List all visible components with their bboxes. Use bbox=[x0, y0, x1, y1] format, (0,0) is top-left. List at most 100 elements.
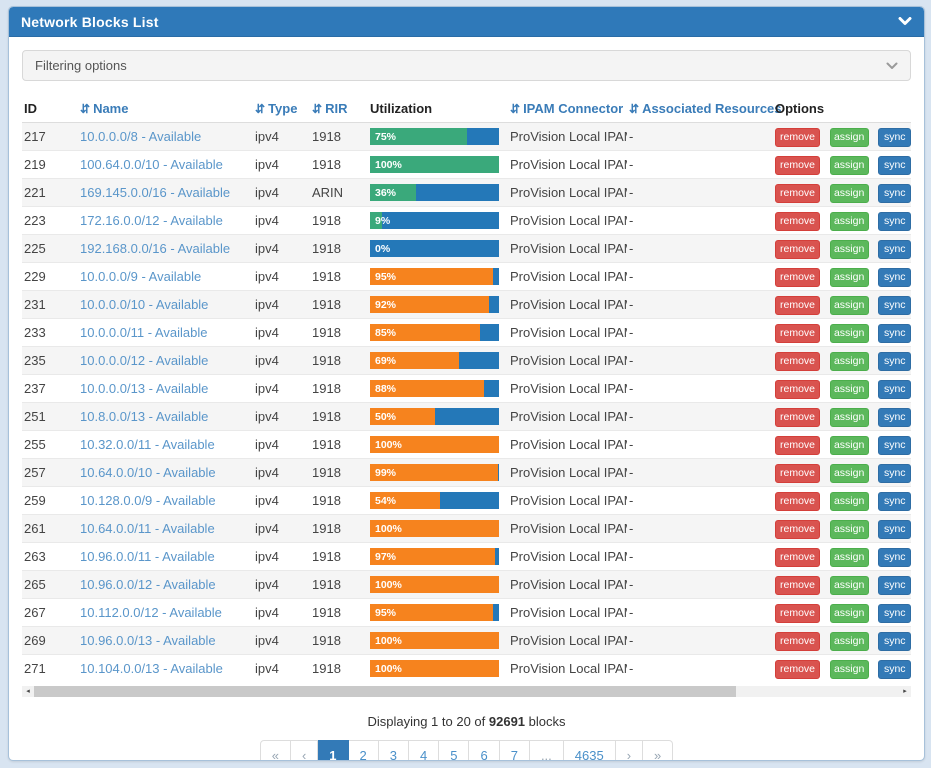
remove-button[interactable]: remove bbox=[775, 183, 820, 203]
filtering-options-toggle[interactable]: Filtering options bbox=[22, 50, 911, 81]
assign-button[interactable]: assign bbox=[829, 295, 869, 315]
column-header-name[interactable]: ⇵ Name bbox=[78, 97, 253, 123]
remove-button[interactable]: remove bbox=[775, 463, 820, 483]
remove-button[interactable]: remove bbox=[775, 323, 820, 343]
assign-button[interactable]: assign bbox=[829, 155, 869, 175]
column-header-ipam-connector[interactable]: ⇵ IPAM Connector bbox=[508, 97, 627, 123]
scroll-left-icon[interactable]: ◂ bbox=[26, 688, 30, 695]
assign-button[interactable]: assign bbox=[829, 575, 869, 595]
block-name-link[interactable]: 10.128.0.0/9 - Available bbox=[80, 492, 216, 508]
remove-button[interactable]: remove bbox=[775, 659, 820, 679]
assign-button[interactable]: assign bbox=[829, 239, 869, 259]
assign-button[interactable]: assign bbox=[829, 127, 869, 147]
assign-button[interactable]: assign bbox=[829, 519, 869, 539]
block-name-link[interactable]: 172.16.0.0/12 - Available bbox=[80, 212, 223, 228]
remove-button[interactable]: remove bbox=[775, 379, 820, 399]
sync-button[interactable]: sync bbox=[878, 155, 911, 175]
sort-icon[interactable]: ⇵ bbox=[255, 102, 266, 116]
assign-button[interactable]: assign bbox=[829, 267, 869, 287]
block-name-link[interactable]: 10.0.0.0/10 - Available bbox=[80, 296, 209, 312]
assign-button[interactable]: assign bbox=[829, 547, 869, 567]
block-name-link[interactable]: 10.64.0.0/11 - Available bbox=[80, 520, 215, 536]
remove-button[interactable]: remove bbox=[775, 603, 820, 623]
assign-button[interactable]: assign bbox=[829, 407, 869, 427]
sync-button[interactable]: sync bbox=[878, 547, 911, 567]
block-name-link[interactable]: 10.96.0.0/11 - Available bbox=[80, 548, 215, 564]
block-name-link[interactable]: 10.0.0.0/12 - Available bbox=[80, 352, 209, 368]
assign-button[interactable]: assign bbox=[829, 183, 869, 203]
assign-button[interactable]: assign bbox=[829, 323, 869, 343]
assign-button[interactable]: assign bbox=[829, 351, 869, 371]
sort-icon[interactable]: ⇵ bbox=[80, 102, 91, 116]
remove-button[interactable]: remove bbox=[775, 631, 820, 651]
sync-button[interactable]: sync bbox=[878, 351, 911, 371]
remove-button[interactable]: remove bbox=[775, 155, 820, 175]
sync-button[interactable]: sync bbox=[878, 407, 911, 427]
remove-button[interactable]: remove bbox=[775, 127, 820, 147]
sync-button[interactable]: sync bbox=[878, 295, 911, 315]
sync-button[interactable]: sync bbox=[878, 379, 911, 399]
sync-button[interactable]: sync bbox=[878, 603, 911, 623]
block-name-link[interactable]: 169.145.0.0/16 - Available bbox=[80, 184, 231, 200]
sync-button[interactable]: sync bbox=[878, 631, 911, 651]
panel-collapse-chevron-icon[interactable] bbox=[898, 17, 912, 26]
page-button-7[interactable]: 7 bbox=[499, 740, 530, 760]
column-header-rir[interactable]: ⇵ RIR bbox=[310, 97, 368, 123]
remove-button[interactable]: remove bbox=[775, 351, 820, 371]
next-page-button[interactable]: › bbox=[615, 740, 644, 760]
sync-button[interactable]: sync bbox=[878, 659, 911, 679]
remove-button[interactable]: remove bbox=[775, 575, 820, 595]
remove-button[interactable]: remove bbox=[775, 547, 820, 567]
sort-icon[interactable]: ⇵ bbox=[629, 102, 640, 116]
assign-button[interactable]: assign bbox=[829, 659, 869, 679]
block-name-link[interactable]: 10.0.0.0/9 - Available bbox=[80, 268, 202, 284]
assign-button[interactable]: assign bbox=[829, 603, 869, 623]
assign-button[interactable]: assign bbox=[829, 211, 869, 231]
remove-button[interactable]: remove bbox=[775, 491, 820, 511]
column-header-associated-resources[interactable]: ⇵ Associated Resources bbox=[627, 97, 782, 123]
column-header-type[interactable]: ⇵ Type bbox=[253, 97, 310, 123]
last-page-button[interactable]: » bbox=[643, 740, 674, 760]
block-name-link[interactable]: 10.96.0.0/13 - Available bbox=[80, 632, 216, 648]
sync-button[interactable]: sync bbox=[878, 239, 911, 259]
block-name-link[interactable]: 10.0.0.0/11 - Available bbox=[80, 324, 208, 340]
sort-icon[interactable]: ⇵ bbox=[312, 102, 323, 116]
remove-button[interactable]: remove bbox=[775, 211, 820, 231]
block-name-link[interactable]: 100.64.0.0/10 - Available bbox=[80, 156, 223, 172]
page-button-2[interactable]: 2 bbox=[348, 740, 379, 760]
scroll-right-icon[interactable]: ▸ bbox=[903, 688, 907, 695]
remove-button[interactable]: remove bbox=[775, 435, 820, 455]
block-name-link[interactable]: 10.32.0.0/11 - Available bbox=[80, 436, 215, 452]
horizontal-scrollbar[interactable]: ◂ ▸ bbox=[22, 686, 911, 697]
sync-button[interactable]: sync bbox=[878, 127, 911, 147]
sync-button[interactable]: sync bbox=[878, 519, 911, 539]
page-button-3[interactable]: 3 bbox=[378, 740, 409, 760]
block-name-link[interactable]: 10.64.0.0/10 - Available bbox=[80, 464, 216, 480]
sync-button[interactable]: sync bbox=[878, 183, 911, 203]
remove-button[interactable]: remove bbox=[775, 267, 820, 287]
assign-button[interactable]: assign bbox=[829, 435, 869, 455]
page-button-6[interactable]: 6 bbox=[469, 740, 500, 760]
block-name-link[interactable]: 10.0.0.0/13 - Available bbox=[80, 380, 209, 396]
assign-button[interactable]: assign bbox=[829, 379, 869, 399]
block-name-link[interactable]: 10.104.0.0/13 - Available bbox=[80, 660, 223, 676]
sync-button[interactable]: sync bbox=[878, 323, 911, 343]
block-name-link[interactable]: 10.0.0.0/8 - Available bbox=[80, 128, 202, 144]
block-name-link[interactable]: 10.96.0.0/12 - Available bbox=[80, 576, 216, 592]
sort-icon[interactable]: ⇵ bbox=[510, 102, 521, 116]
sync-button[interactable]: sync bbox=[878, 211, 911, 231]
assign-button[interactable]: assign bbox=[829, 631, 869, 651]
block-name-link[interactable]: 10.112.0.0/12 - Available bbox=[80, 604, 222, 620]
sync-button[interactable]: sync bbox=[878, 267, 911, 287]
sync-button[interactable]: sync bbox=[878, 463, 911, 483]
sync-button[interactable]: sync bbox=[878, 435, 911, 455]
remove-button[interactable]: remove bbox=[775, 407, 820, 427]
page-button-1[interactable]: 1 bbox=[318, 740, 349, 760]
block-name-link[interactable]: 10.8.0.0/13 - Available bbox=[80, 408, 209, 424]
remove-button[interactable]: remove bbox=[775, 239, 820, 259]
remove-button[interactable]: remove bbox=[775, 295, 820, 315]
page-button-4[interactable]: 4 bbox=[409, 740, 440, 760]
page-button-5[interactable]: 5 bbox=[439, 740, 470, 760]
remove-button[interactable]: remove bbox=[775, 519, 820, 539]
assign-button[interactable]: assign bbox=[829, 491, 869, 511]
